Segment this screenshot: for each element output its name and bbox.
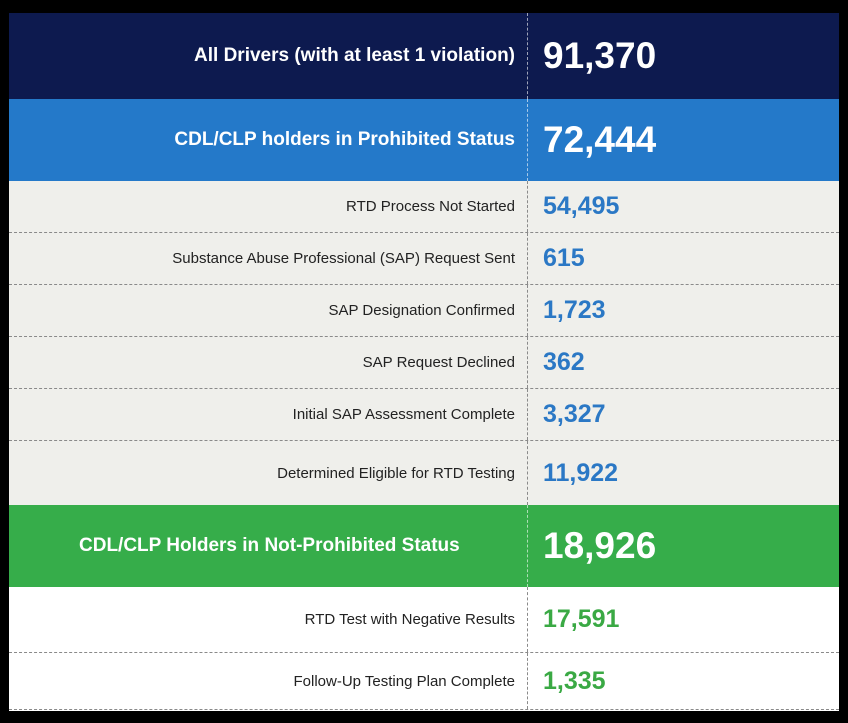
table-row: Determined Eligible for RTD Testing 11,9… [9,441,839,505]
row-label: RTD Process Not Started [9,181,528,232]
row-label: Determined Eligible for RTD Testing [9,441,528,505]
all-drivers-label: All Drivers (with at least 1 violation) [9,13,528,99]
table-row: Follow-Up Testing Plan Complete 1,335 [9,653,839,710]
row-value: 11,922 [543,458,619,487]
row-label: Initial SAP Assessment Complete [9,389,528,440]
row-label: Follow-Up Testing Plan Complete [9,653,528,709]
table-row: SAP Request Declined 362 [9,337,839,389]
table-row: Substance Abuse Professional (SAP) Reque… [9,233,839,285]
not-prohibited-status-row: CDL/CLP Holders in Not-Prohibited Status… [9,505,839,587]
prohibited-status-row: CDL/CLP holders in Prohibited Status 72,… [9,99,839,181]
table-row: RTD Test with Negative Results 17,591 [9,587,839,653]
not-prohibited-status-label: CDL/CLP Holders in Not-Prohibited Status [9,505,528,587]
row-value: 54,495 [543,192,620,220]
row-label: RTD Test with Negative Results [9,587,528,652]
table-row: RTD Process Not Started 54,495 [9,181,839,233]
table-row: Initial SAP Assessment Complete 3,327 [9,389,839,441]
prohibited-status-label: CDL/CLP holders in Prohibited Status [9,99,528,181]
prohibited-status-value: 72,444 [543,119,657,160]
row-label: Substance Abuse Professional (SAP) Reque… [9,233,528,284]
table-row: SAP Designation Confirmed 1,723 [9,285,839,337]
row-value: 1,335 [543,666,606,695]
status-table: All Drivers (with at least 1 violation) … [9,13,839,711]
row-value: 1,723 [543,296,606,324]
row-value: 3,327 [543,400,606,428]
not-prohibited-status-value: 18,926 [543,525,657,566]
row-value: 362 [543,348,585,376]
all-drivers-value: 91,370 [543,35,657,76]
row-value: 615 [543,244,585,272]
row-value: 17,591 [543,605,620,633]
row-label: SAP Request Declined [9,337,528,388]
all-drivers-row: All Drivers (with at least 1 violation) … [9,13,839,99]
row-label: SAP Designation Confirmed [9,285,528,336]
